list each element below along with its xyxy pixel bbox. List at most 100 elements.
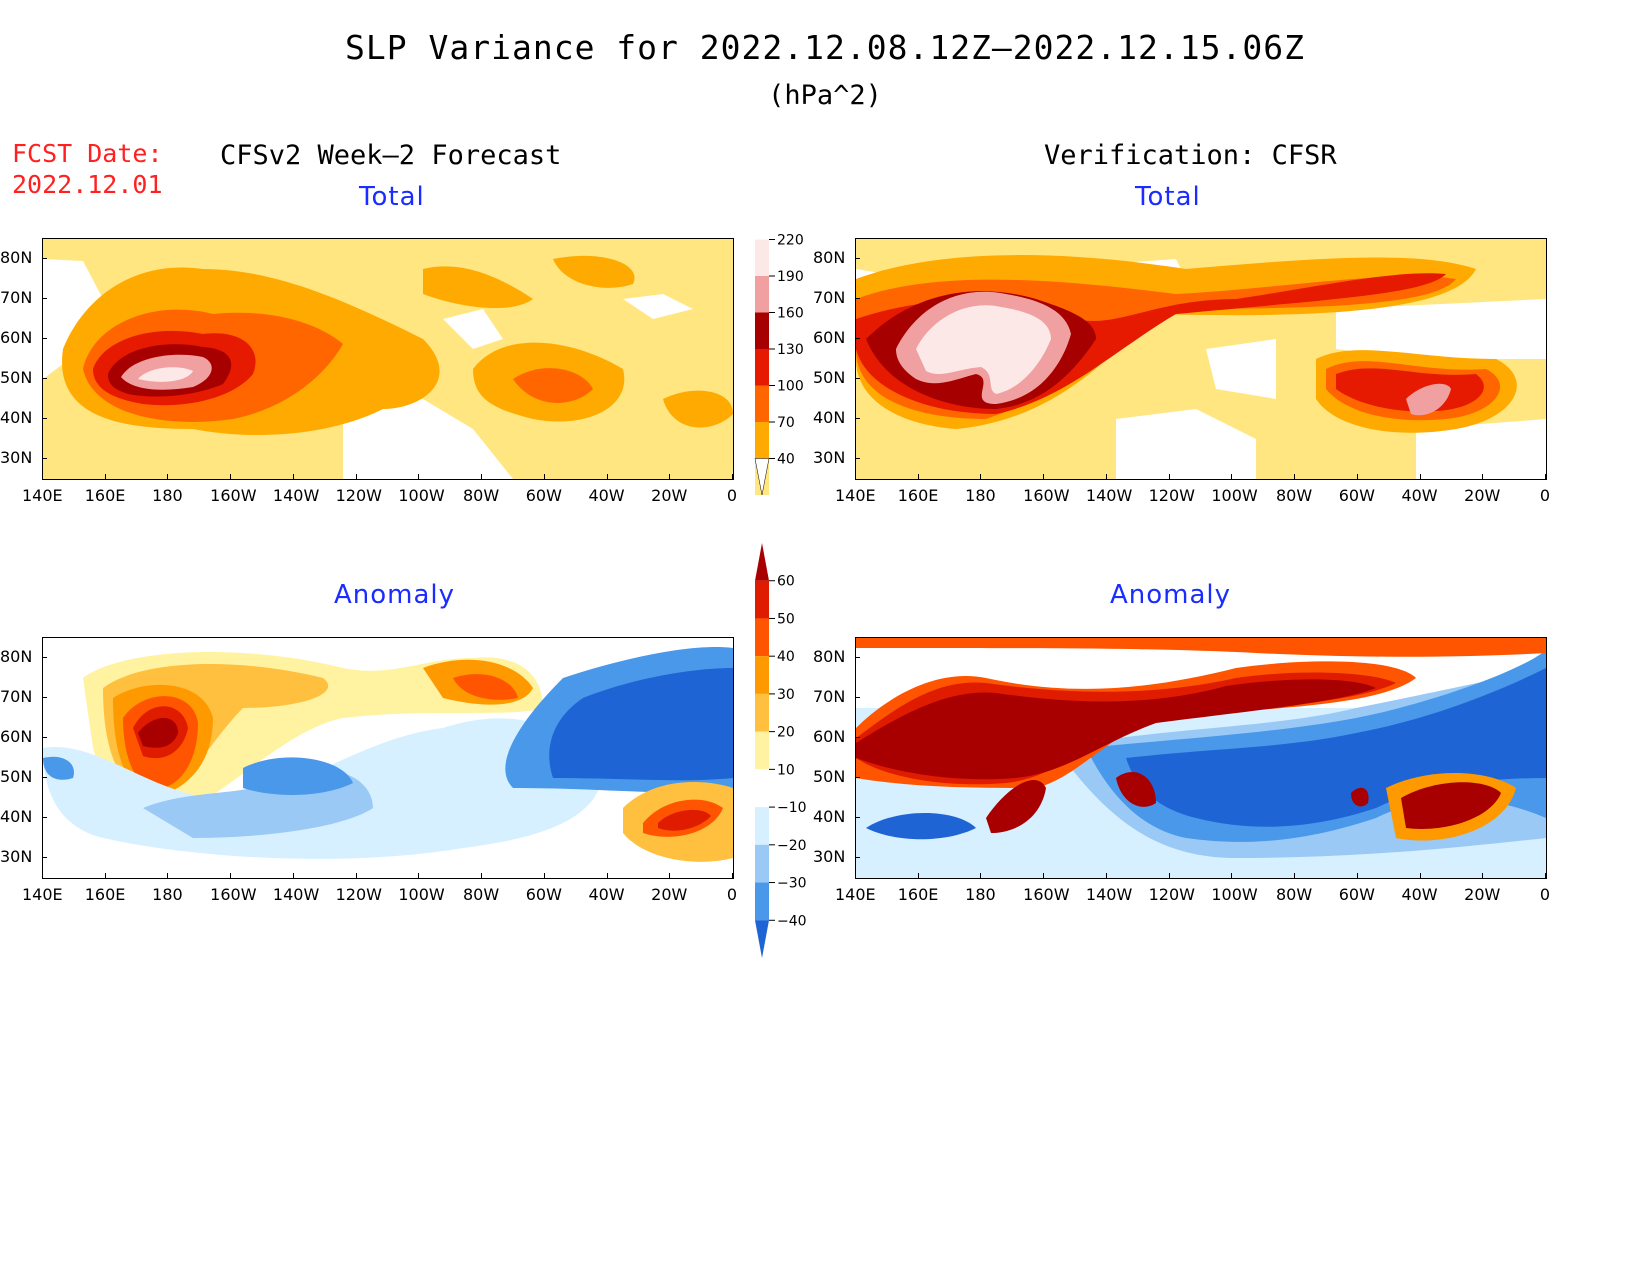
verification-total-map: [855, 238, 1547, 480]
anomaly-colorbar-label: 20: [777, 725, 795, 741]
total-colorbar-label: 40: [777, 452, 795, 468]
verification-total-lon-tick: [980, 474, 982, 479]
verification-total-lon-tick: [1356, 474, 1358, 479]
forecast-anomaly-lon-label: 20W: [651, 885, 688, 904]
verification-anomaly-lon-label: 100W: [1211, 885, 1258, 904]
forecast-total-lon-label: 120W: [335, 486, 382, 505]
forecast-total-lon-tick: [355, 474, 357, 479]
verification-anomaly-lon-label: 0: [1539, 885, 1551, 904]
verification-anomaly-lon-tick: [980, 873, 982, 878]
verification-anomaly-lat-tick: [855, 737, 860, 738]
anomaly-colorbar: 60 50 40 30 20 10 −10 −20 −30 −40: [755, 543, 807, 958]
total-colorbar-swatch: [755, 312, 769, 349]
figure-units: (hPa^2): [768, 80, 882, 111]
forecast-anomaly-lon-tick: [606, 873, 608, 878]
forecast-total-white-atlantic: [623, 294, 693, 319]
total-colorbar-swatch: [755, 385, 769, 422]
verification-total-lon-label: 120W: [1148, 486, 1195, 505]
verification-anomaly-lon-label: 160E: [897, 885, 939, 904]
forecast-date-value: 2022.12.01: [12, 170, 163, 199]
forecast-total-lon-label: 160E: [84, 486, 126, 505]
total-colorbar-low-end: [754, 458, 770, 496]
forecast-total-lon-tick: [418, 474, 420, 479]
forecast-total-lat-label: 40N: [0, 408, 33, 427]
forecast-anomaly-lat-tick: [42, 697, 47, 698]
total-colorbar-swatch: [755, 239, 769, 276]
anomaly-colorbar-label: −20: [777, 838, 807, 854]
forecast-total-map: [42, 238, 734, 480]
verification-anomaly-darkred-atl: [1401, 782, 1501, 829]
verification-total-lon-label: 60W: [1338, 486, 1375, 505]
forecast-anomaly-lon-tick: [418, 873, 420, 878]
forecast-anomaly-lon-tick: [42, 873, 43, 878]
forecast-anomaly-lon-tick: [355, 873, 357, 878]
verification-anomaly-orange-north: [856, 638, 1546, 657]
verification-total-lat-label: 50N: [813, 368, 846, 387]
forecast-anomaly-lon-tick: [292, 873, 294, 878]
total-colorbar-swatch: [755, 422, 769, 459]
verification-anomaly-lon-label: 20W: [1464, 885, 1501, 904]
forecast-total-orange-se: [663, 390, 733, 428]
forecast-anomaly-lat-label: 50N: [0, 767, 33, 786]
forecast-anomaly-lon-tick: [543, 873, 545, 878]
verification-anomaly-lat-label: 50N: [813, 767, 846, 786]
total-colorbar-label: 190: [777, 269, 804, 285]
verification-anomaly-lon-label: 140W: [1085, 885, 1133, 904]
verification-anomaly-lon-tick: [917, 873, 919, 878]
forecast-anomaly-lon-label: 120W: [335, 885, 382, 904]
verification-total-lon-tick: [1105, 474, 1107, 479]
forecast-total-lat-tick: [42, 298, 47, 299]
total-colorbar-label: 100: [777, 379, 804, 395]
forecast-anomaly-orange-ne-core: [453, 674, 518, 700]
verification-total-lat-tick: [855, 298, 860, 299]
verification-total-lon-tick: [917, 474, 919, 479]
forecast-total-lat-label: 30N: [0, 448, 33, 467]
verification-total-lon-tick: [1482, 474, 1484, 479]
forecast-anomaly-lon-label: 40W: [588, 885, 625, 904]
verification-anomaly-lat-tick: [855, 777, 860, 778]
verification-total-lat-label: 70N: [813, 288, 846, 307]
forecast-anomaly-lat-label: 70N: [0, 687, 33, 706]
verification-total-atl-core: [1406, 383, 1451, 416]
verification-total-lat-label: 40N: [813, 408, 846, 427]
verification-total-label: Total: [1135, 182, 1201, 212]
verification-total-lat-tick: [855, 258, 860, 259]
verification-anomaly-lon-label: 80W: [1275, 885, 1313, 904]
forecast-anomaly-lon-label: 80W: [462, 885, 500, 904]
forecast-total-label: Total: [359, 182, 425, 212]
verification-header: Verification: CFSR: [1044, 140, 1337, 171]
forecast-anomaly-lon-label: 100W: [398, 885, 445, 904]
verification-total-lon-label: 160W: [1023, 486, 1070, 505]
anomaly-colorbar-swatch: [755, 693, 769, 732]
forecast-anomaly-lat-label: 30N: [0, 847, 33, 866]
anomaly-colorbar-label: 60: [777, 574, 795, 590]
total-colorbar-label: 130: [777, 342, 804, 358]
verification-anomaly-lon-label: 160W: [1023, 885, 1070, 904]
anomaly-colorbar-label: 30: [777, 687, 795, 703]
forecast-total-lon-label: 0: [726, 486, 738, 505]
verification-total-lat-tick: [855, 378, 860, 379]
verification-total-lat-label: 30N: [813, 448, 846, 467]
verification-total-lon-label: 20W: [1464, 486, 1501, 505]
verification-total-lon-label: 100W: [1211, 486, 1258, 505]
total-colorbar-swatch: [755, 276, 769, 313]
verification-total-lon-label: 180: [965, 486, 996, 505]
forecast-total-lat-tick: [42, 258, 47, 259]
anomaly-colorbar-swatch: [755, 731, 769, 770]
anomaly-colorbar-label: −30: [777, 876, 807, 892]
forecast-header: CFSv2 Week–2 Forecast: [220, 140, 562, 171]
forecast-total-lon-tick: [606, 474, 608, 479]
forecast-total-lat-tick: [42, 378, 47, 379]
figure-title: SLP Variance for 2022.12.08.12Z–2022.12.…: [345, 28, 1305, 67]
forecast-total-lon-label: 60W: [525, 486, 562, 505]
forecast-anomaly-lat-tick: [42, 657, 47, 658]
anomaly-colorbar-swatch: [755, 807, 769, 845]
verification-total-lon-tick: [1043, 474, 1045, 479]
verification-anomaly-lon-tick: [1043, 873, 1045, 878]
forecast-total-orange-north: [423, 266, 533, 309]
verification-total-white-gulf: [1116, 409, 1256, 479]
anomaly-colorbar-swatch: [755, 769, 769, 808]
verification-anomaly-lon-tick: [1294, 873, 1296, 878]
verification-total-lon-label: 160E: [897, 486, 939, 505]
forecast-total-lon-label: 140W: [272, 486, 320, 505]
